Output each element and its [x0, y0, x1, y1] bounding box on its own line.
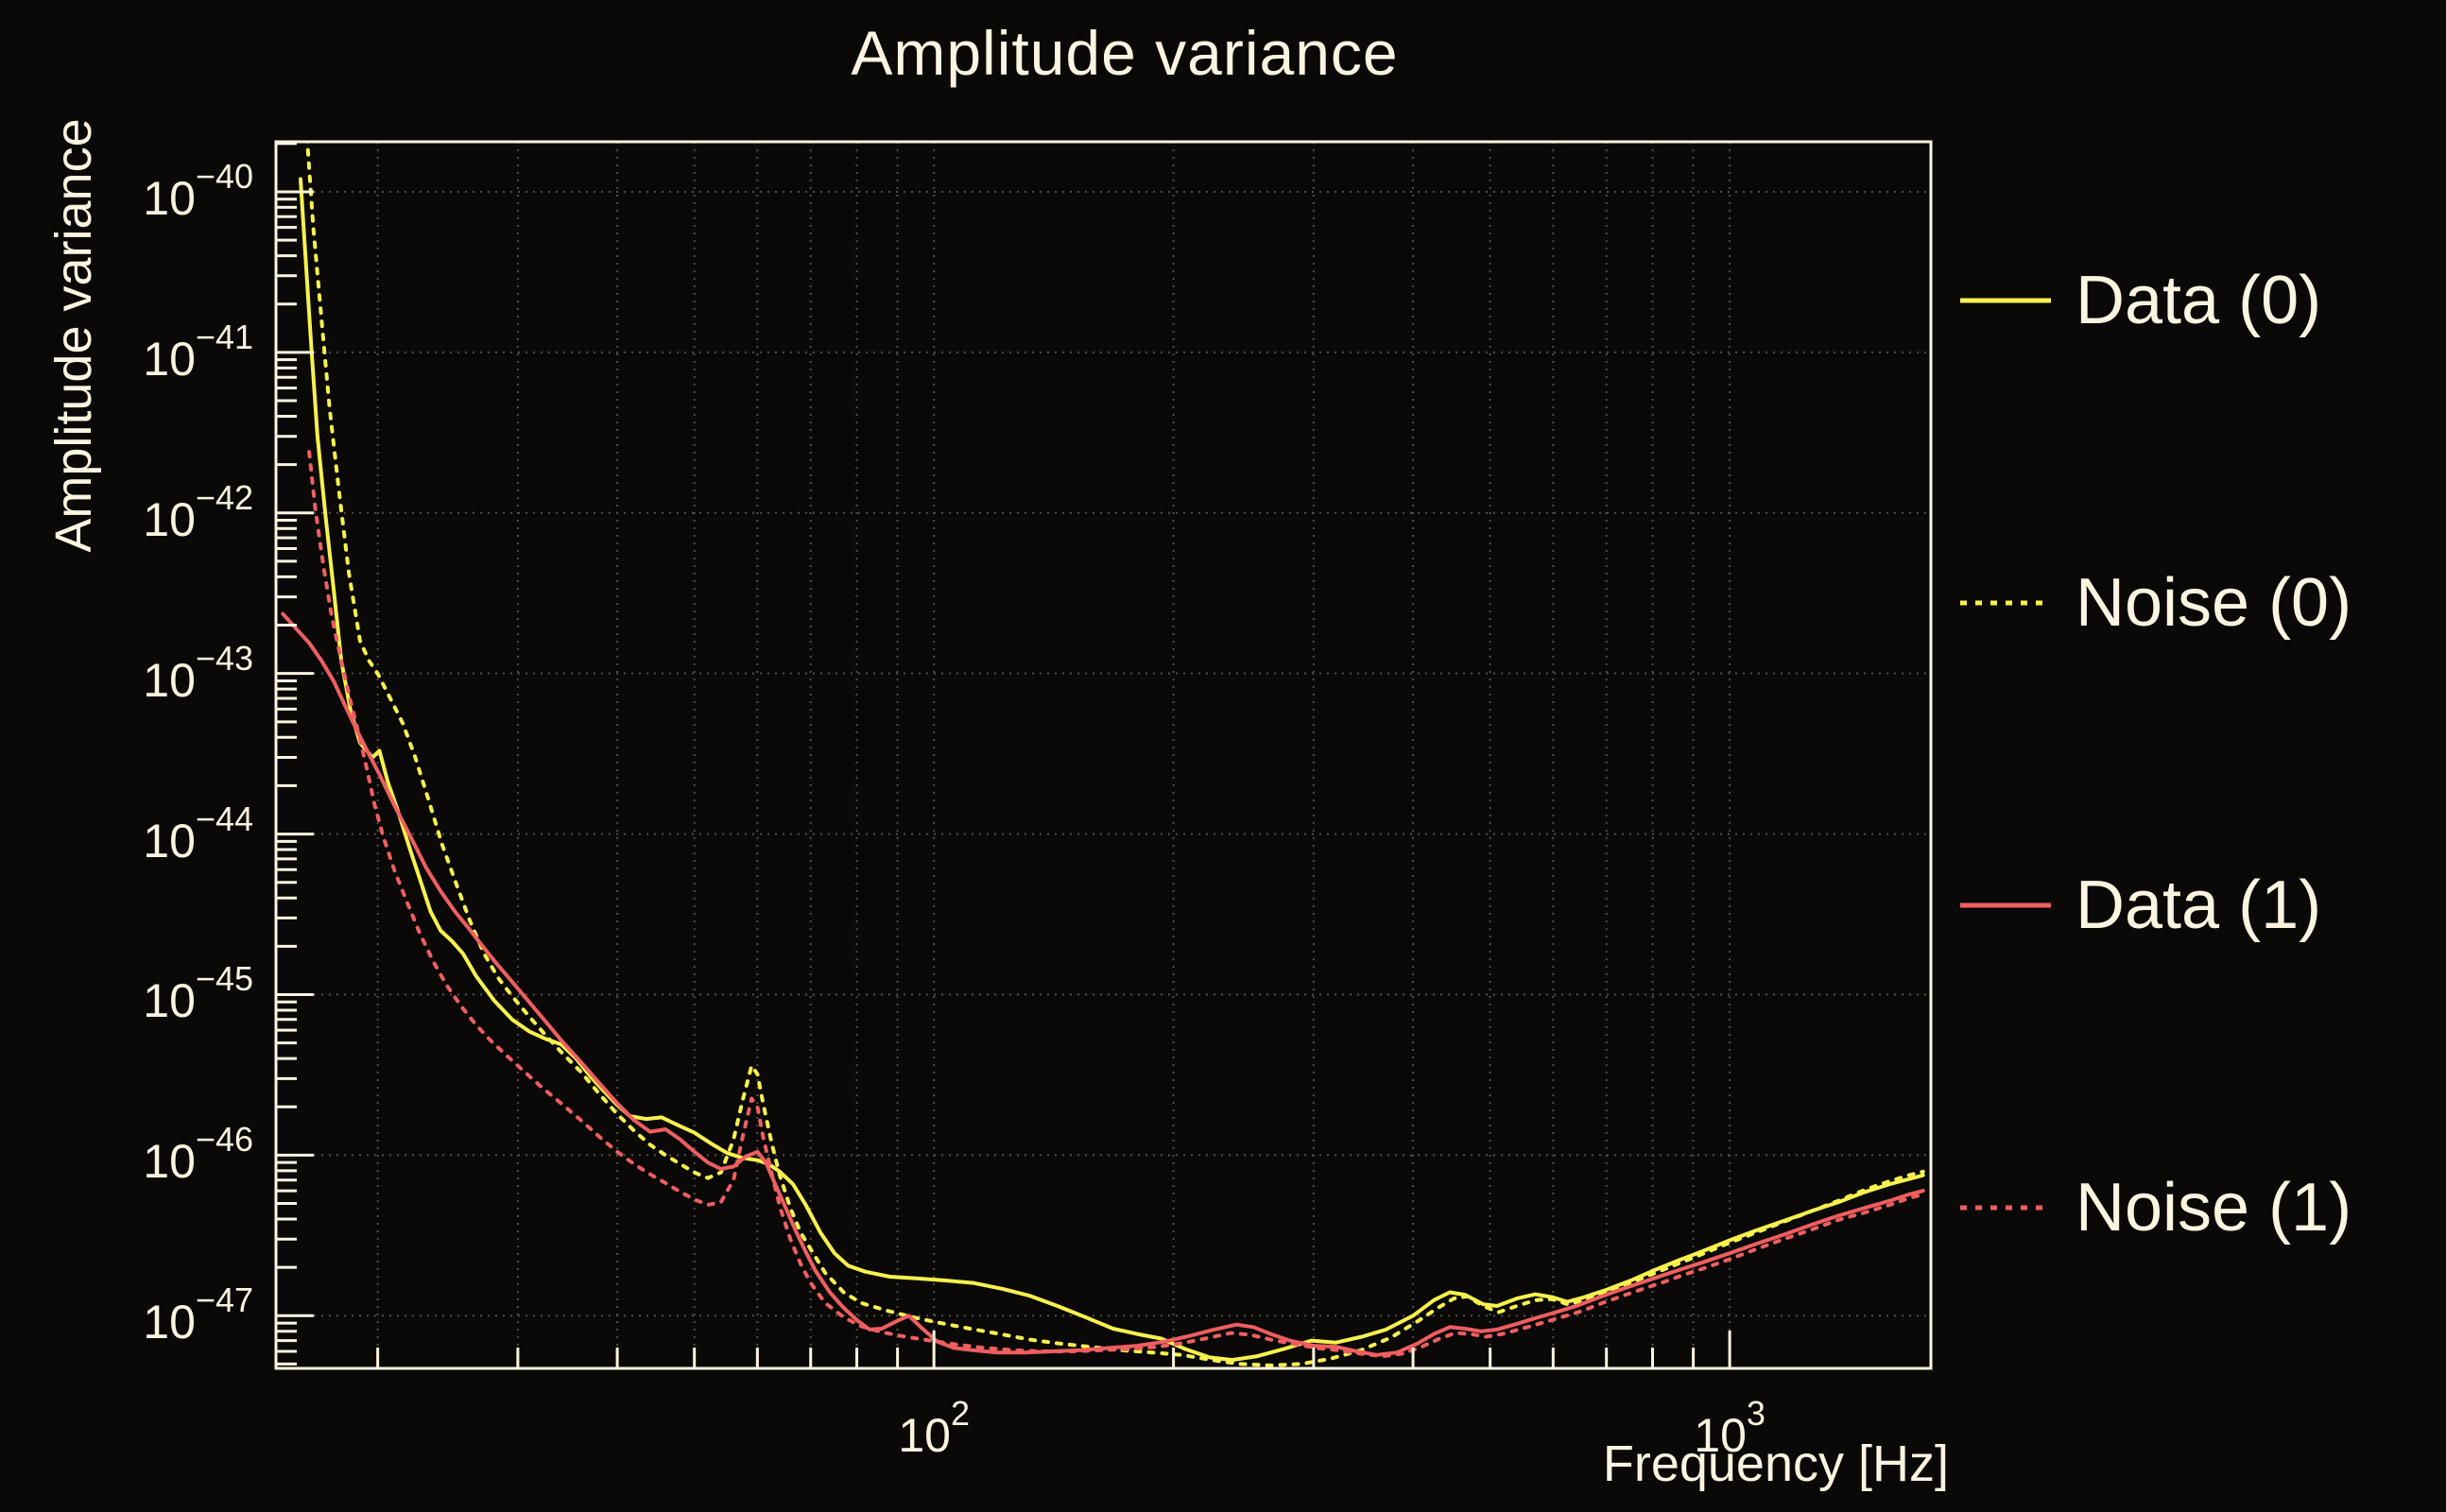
legend-label: Data (0)	[2076, 263, 2322, 338]
legend-item-noise-1: Noise (1)	[1958, 1165, 2351, 1250]
grid-lines	[276, 142, 1931, 1368]
legend-marker-solid-line	[1960, 298, 2051, 303]
legend-item-data-0: Data (0)	[1958, 258, 2321, 343]
legend-label: Data (1)	[2076, 868, 2322, 943]
legend: Data (0) Noise (0) Data (1) Noise (1)	[1958, 0, 2446, 1512]
legend-marker-solid-line	[1960, 902, 2051, 908]
axis-ticks	[276, 142, 1731, 1368]
x-axis-title: Frequency [Hz]	[1602, 1435, 1949, 1492]
y-tick-label: 10−42	[143, 477, 253, 546]
legend-label: Noise (0)	[2076, 565, 2352, 641]
legend-marker-dotted-line	[1960, 600, 2051, 606]
y-tick-label: 10−44	[143, 799, 253, 868]
legend-marker-dotted-line	[1960, 1205, 2051, 1211]
y-tick-label: 10−47	[143, 1280, 253, 1349]
x-tick-label: 103	[1694, 1394, 1766, 1462]
legend-item-data-1: Data (1)	[1958, 863, 2321, 948]
series-line-data-1	[281, 611, 1925, 1357]
y-tick-label: 10−46	[143, 1120, 253, 1189]
plot-frame	[274, 140, 1933, 1370]
legend-item-noise-0: Noise (0)	[1958, 560, 2351, 645]
chart-title: Amplitude variance	[851, 18, 1399, 88]
series-line-data-0	[299, 177, 1925, 1363]
legend-label: Noise (1)	[2076, 1170, 2352, 1246]
y-tick-label: 10−45	[143, 959, 253, 1028]
x-tick-label: 102	[898, 1394, 970, 1462]
y-tick-label: 10−41	[143, 317, 253, 386]
series-line-noise-1	[307, 450, 1925, 1359]
y-tick-label: 10−40	[143, 156, 253, 225]
series-line-noise-0	[305, 142, 1925, 1367]
y-tick-label: 10−43	[143, 638, 253, 707]
